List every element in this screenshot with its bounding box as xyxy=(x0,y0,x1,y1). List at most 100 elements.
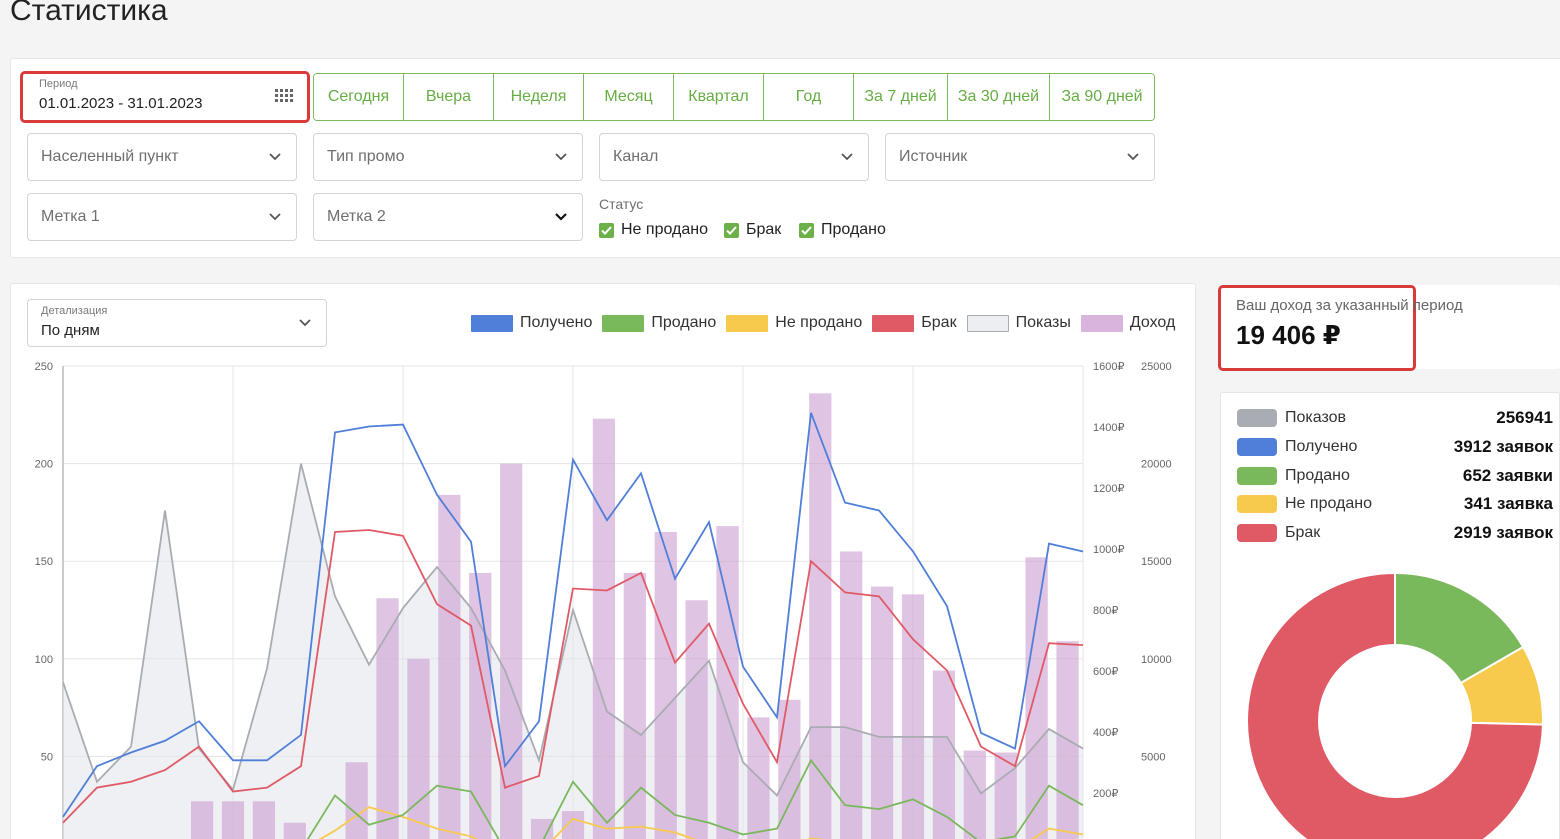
filters-panel: Период 01.01.2023 - 31.01.2023 Сегодня В… xyxy=(10,58,1560,258)
legend-label: Показы xyxy=(1015,314,1071,331)
stat-swatch xyxy=(1237,467,1277,485)
tag2-select[interactable]: Метка 2 xyxy=(313,193,583,241)
income-bar xyxy=(376,598,399,839)
status-sold-label: Продано xyxy=(821,221,886,238)
source-select[interactable]: Источник xyxy=(885,133,1155,181)
period-label: Период xyxy=(39,78,78,90)
quick-range-90-days[interactable]: За 90 дней xyxy=(1050,74,1154,120)
page-title: Статистика xyxy=(10,0,168,27)
y-tick-label-right: 20000 xyxy=(1141,459,1172,471)
quick-range-yesterday[interactable]: Вчера xyxy=(404,74,494,120)
stat-swatch xyxy=(1237,524,1277,542)
legend-item-defect[interactable]: Брак xyxy=(872,314,957,332)
period-value: 01.01.2023 - 31.01.2023 xyxy=(39,95,203,112)
legend-item-income[interactable]: Доход xyxy=(1080,314,1176,332)
received-line xyxy=(62,412,1084,818)
income-value: 19 406 ₽ xyxy=(1236,320,1341,350)
defect-line xyxy=(62,529,1084,824)
quick-range-group: Сегодня Вчера Неделя Месяц Квартал Год З… xyxy=(313,73,1155,121)
check-icon xyxy=(724,222,739,238)
legend-label: Брак xyxy=(921,314,957,331)
income-bar xyxy=(438,494,461,839)
channel-select[interactable]: Канал xyxy=(599,133,869,181)
quick-range-30-days[interactable]: За 30 дней xyxy=(948,74,1050,120)
stat-swatch xyxy=(1237,438,1277,456)
income-bar xyxy=(407,658,430,839)
period-picker[interactable]: Период 01.01.2023 - 31.01.2023 xyxy=(20,71,310,123)
y-tick-label-right: 25000 xyxy=(1141,361,1172,373)
promo-type-select[interactable]: Тип промо xyxy=(313,133,583,181)
income-bar xyxy=(530,818,554,839)
tag1-placeholder: Метка 1 xyxy=(41,208,100,225)
income-bar xyxy=(561,811,585,839)
income-bar xyxy=(345,762,368,839)
y-tick-label-left: 150 xyxy=(35,556,53,568)
income-bar xyxy=(654,531,677,839)
y-tick-label-right: 10000 xyxy=(1141,654,1172,666)
chevron-down-icon xyxy=(554,149,568,163)
income-bar xyxy=(190,801,214,839)
legend-item-impressions[interactable]: Показы xyxy=(966,314,1071,332)
stat-name: Показов xyxy=(1285,409,1347,426)
status-sold-checkbox[interactable]: Продано xyxy=(799,221,886,239)
y-tick-label-right: 5000 xyxy=(1141,751,1165,763)
income-box: Ваш доход за указанный период 19 406 ₽ xyxy=(1218,285,1560,371)
y-tick-label-mid: 800₽ xyxy=(1093,605,1118,617)
y-tick-label-mid: 1600₽ xyxy=(1093,361,1124,373)
legend-label: Получено xyxy=(520,314,593,331)
quick-range-quarter[interactable]: Квартал xyxy=(674,74,764,120)
legend-item-received[interactable]: Получено xyxy=(471,314,592,332)
y-tick-label-mid: 200₽ xyxy=(1093,788,1118,800)
income-bar xyxy=(994,752,1017,839)
status-not-sold-checkbox[interactable]: Не продано xyxy=(599,221,708,239)
check-icon xyxy=(799,222,814,238)
channel-placeholder: Канал xyxy=(613,148,659,165)
legend-label: Доход xyxy=(1129,314,1176,331)
not-sold-line xyxy=(318,806,1084,839)
city-select[interactable]: Населенный пункт xyxy=(27,133,297,181)
status-defect-checkbox[interactable]: Брак xyxy=(724,221,781,239)
income-bar xyxy=(500,463,523,839)
income-bar xyxy=(252,801,276,839)
quick-range-week[interactable]: Неделя xyxy=(494,74,584,120)
income-card xyxy=(1218,285,1560,369)
chevron-down-icon xyxy=(840,149,854,163)
quick-range-month[interactable]: Месяц xyxy=(584,74,674,120)
chevron-down-icon xyxy=(554,209,568,223)
income-bar xyxy=(963,750,986,839)
donut-slice[interactable] xyxy=(1246,571,1544,839)
income-bar xyxy=(592,418,616,839)
quick-range-year[interactable]: Год xyxy=(764,74,854,120)
tag2-placeholder: Метка 2 xyxy=(327,208,386,225)
quick-range-7-days[interactable]: За 7 дней xyxy=(854,74,948,120)
y-tick-label-left: 100 xyxy=(35,654,53,666)
income-bar xyxy=(716,526,739,839)
stat-count: 652 заявки xyxy=(1462,466,1553,485)
income-bar xyxy=(685,600,708,839)
y-tick-label-left: 250 xyxy=(35,361,53,373)
income-bar xyxy=(221,801,245,839)
impressions-line xyxy=(62,463,1084,797)
detail-select[interactable]: Детализация По дням xyxy=(27,299,327,347)
status-not-sold-label: Не продано xyxy=(621,221,708,238)
income-bar xyxy=(623,572,646,839)
donut-slice[interactable] xyxy=(1394,571,1525,685)
detail-label: Детализация xyxy=(41,305,108,317)
y-tick-label-right: 15000 xyxy=(1141,556,1172,568)
sold-line xyxy=(306,758,1084,839)
y-tick-label-mid: 400₽ xyxy=(1093,727,1118,739)
income-bar xyxy=(932,670,956,839)
source-placeholder: Источник xyxy=(899,148,968,165)
status-defect-label: Брак xyxy=(746,221,782,238)
detail-value: По дням xyxy=(41,322,100,339)
income-highlight xyxy=(1218,285,1416,371)
y-tick-label-mid: 600₽ xyxy=(1093,666,1118,678)
income-bar xyxy=(283,822,306,839)
legend-item-not-sold[interactable]: Не продано xyxy=(726,314,862,332)
stat-name: Брак xyxy=(1285,524,1321,541)
legend-item-sold[interactable]: Продано xyxy=(602,314,716,332)
y-tick-label-mid: 1000₽ xyxy=(1093,544,1124,556)
calendar-icon[interactable] xyxy=(275,89,293,108)
tag1-select[interactable]: Метка 1 xyxy=(27,193,297,241)
quick-range-today[interactable]: Сегодня xyxy=(314,74,404,120)
